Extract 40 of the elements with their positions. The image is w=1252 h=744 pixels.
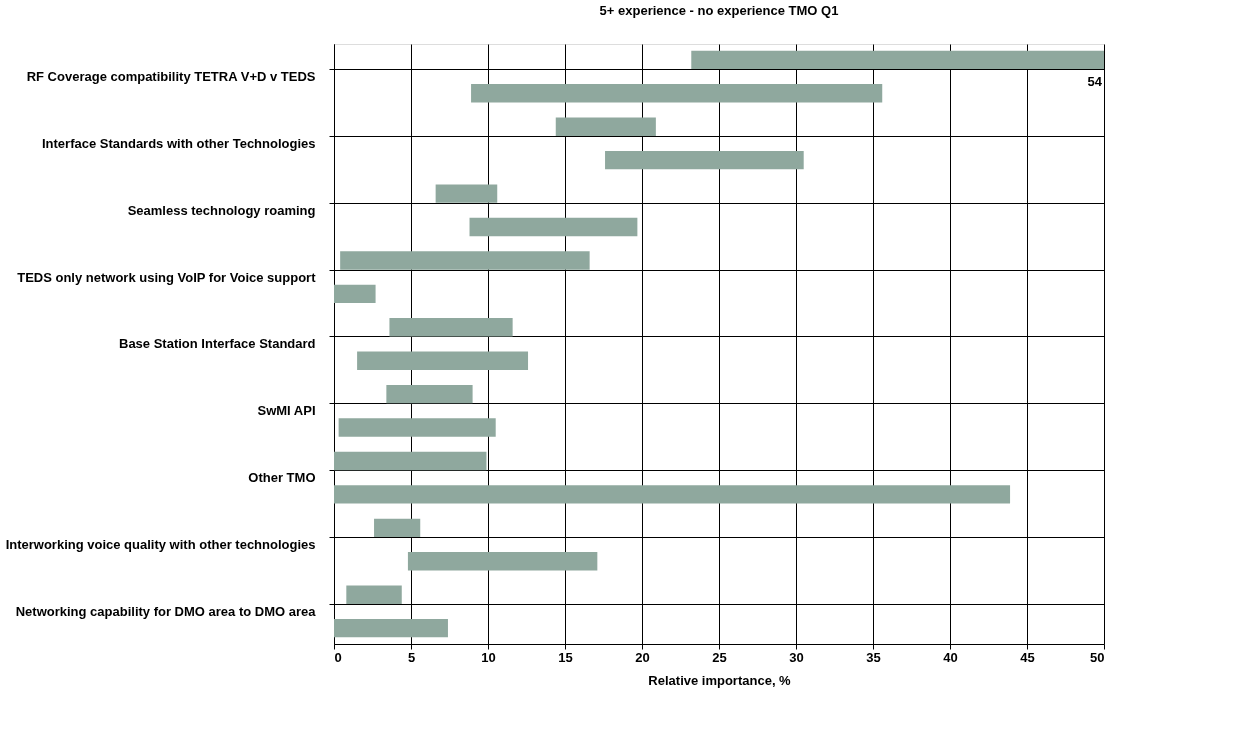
bar (471, 84, 883, 103)
x-axis-title: Relative importance, % (648, 672, 792, 688)
bar (389, 318, 513, 337)
bar (469, 217, 638, 237)
bar (346, 585, 402, 604)
y-tick-label: Interface Standards with other Technologies (41, 135, 316, 151)
x-tick-label: 45 (1020, 649, 1035, 665)
bar (605, 150, 804, 170)
bar (340, 251, 590, 270)
bar (386, 384, 473, 404)
x-tick-label: 35 (866, 649, 881, 665)
chart-title: 5+ experience - no experience TMO Q1 (599, 3, 839, 18)
x-tick-label: 40 (943, 649, 958, 665)
bar (334, 485, 1011, 504)
bar (334, 618, 448, 638)
annotation: 54 (1087, 73, 1103, 89)
y-tick-label: Interworking voice quality with other technologies (5, 537, 316, 553)
x-tick-label: 20 (635, 649, 650, 665)
bar (334, 284, 376, 304)
x-tick-label: 25 (712, 649, 727, 665)
y-tick-label: TEDS only network using VoIP for Voice support (17, 269, 317, 285)
x-tick-label: 10 (481, 649, 496, 665)
x-tick-label: 50 (1090, 649, 1105, 665)
y-tick-label: Base Station Interface Standard (119, 336, 316, 352)
x-tick-label: 30 (789, 649, 804, 665)
bar (555, 117, 656, 136)
bar (374, 518, 421, 538)
x-tick-label: 5 (407, 649, 416, 665)
x-tick-label: 0 (334, 649, 342, 665)
y-tick-label: SwMI API (257, 403, 316, 419)
bar (407, 552, 598, 571)
y-tick-label: Networking capability for DMO area to DMO area (15, 603, 317, 619)
bar (357, 351, 529, 370)
x-tick-label: 15 (558, 649, 573, 665)
y-tick-label: RF Coverage compatibility TETRA V+D v TEDS (26, 69, 316, 85)
bar (338, 418, 496, 437)
bar (334, 451, 487, 471)
y-tick-label: Seamless technology roaming (127, 202, 316, 218)
y-tick-label: Other TMO (248, 470, 316, 486)
bar (435, 184, 498, 203)
